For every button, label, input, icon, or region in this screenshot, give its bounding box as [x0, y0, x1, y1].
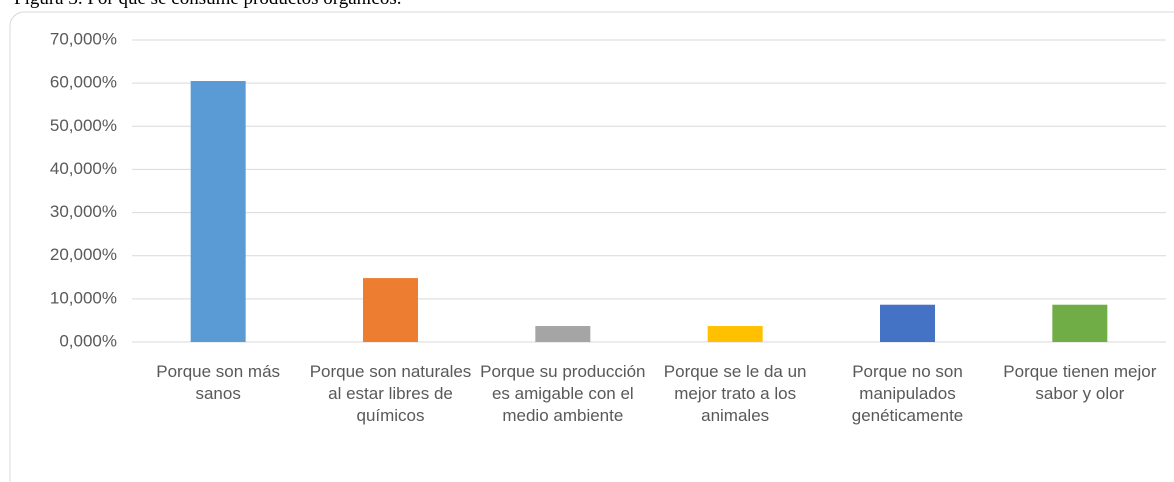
- x-tick-label: Porque se le da un mejor trato a los ani…: [663, 362, 807, 425]
- bar: [1052, 304, 1108, 342]
- y-tick-label: 0,000%: [59, 331, 117, 350]
- caption: Figura 3. Por qué se consume productos o…: [14, 0, 402, 10]
- x-tick-label: Porque tienen mejor sabor y olor: [1003, 362, 1157, 403]
- x-tick-label: Porque no son manipulados genéticamente: [851, 362, 964, 425]
- y-tick-label: 70,000%: [50, 29, 117, 48]
- bar: [880, 304, 935, 342]
- x-tick-label: Porque son naturales al estar libres de …: [309, 362, 472, 425]
- bar: [707, 326, 763, 342]
- x-tick-label: Porque su producción es amigable con el …: [480, 362, 646, 425]
- y-tick-label: 60,000%: [50, 73, 117, 92]
- y-tick-label: 50,000%: [50, 116, 117, 135]
- y-tick-label: 10,000%: [50, 288, 117, 307]
- bar: [363, 278, 418, 342]
- y-tick-label: 30,000%: [50, 202, 117, 221]
- bar: [535, 326, 591, 342]
- y-tick-label: 20,000%: [50, 245, 117, 264]
- y-tick-label: 40,000%: [50, 159, 117, 178]
- chart-border: [9, 11, 1174, 482]
- x-tick-label: Porque son más sanos: [156, 362, 281, 403]
- bar: [190, 81, 246, 342]
